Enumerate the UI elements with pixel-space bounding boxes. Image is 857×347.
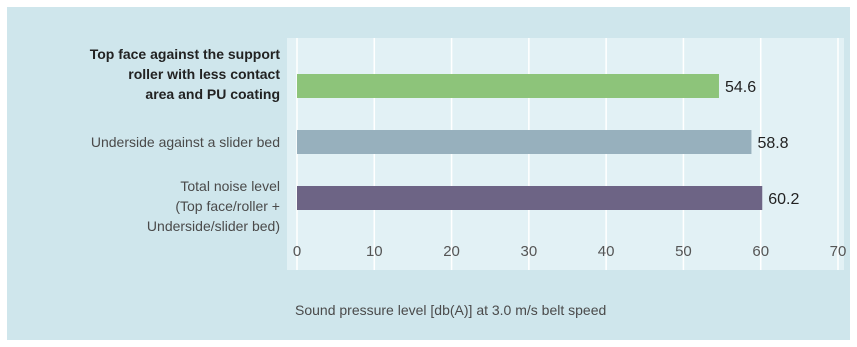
category-label-1-line-2: roller with less contact — [128, 66, 280, 82]
category-label-3-line-3: Underside/slider bed) — [146, 218, 280, 234]
x-tick-label-4: 40 — [598, 243, 615, 260]
x-tick-label-3: 30 — [521, 243, 538, 260]
x-tick-label-1: 10 — [366, 243, 383, 260]
x-tick-label-6: 60 — [752, 243, 769, 260]
bar-2 — [297, 130, 752, 154]
x-axis-label: Sound pressure level [db(A)] at 3.0 m/s … — [295, 302, 607, 318]
x-tick-label-7: 70 — [830, 243, 847, 260]
category-label-3-line-2: (Top face/roller + — [175, 198, 280, 214]
category-label-3: Total noise level (Top face/roller + Und… — [30, 176, 280, 236]
x-tick-label-2: 20 — [443, 243, 460, 260]
bar-value-label-2: 58.8 — [757, 135, 788, 152]
x-tick-label-0: 0 — [293, 243, 301, 260]
x-tick-label-5: 50 — [675, 243, 692, 260]
bar-3 — [297, 186, 763, 210]
category-label-1-line-1: Top face against the support — [89, 46, 280, 62]
category-label-1: Top face against the support roller with… — [30, 44, 280, 104]
category-label-2-line-1: Underside against a slider bed — [90, 134, 280, 150]
category-label-3-line-1: Total noise level — [180, 178, 280, 194]
category-label-2: Underside against a slider bed — [30, 132, 280, 152]
bar-1 — [297, 74, 719, 98]
bar-value-label-3: 60.2 — [768, 191, 799, 208]
bar-value-label-1: 54.6 — [725, 79, 756, 96]
category-label-1-line-3: area and PU coating — [145, 86, 280, 102]
